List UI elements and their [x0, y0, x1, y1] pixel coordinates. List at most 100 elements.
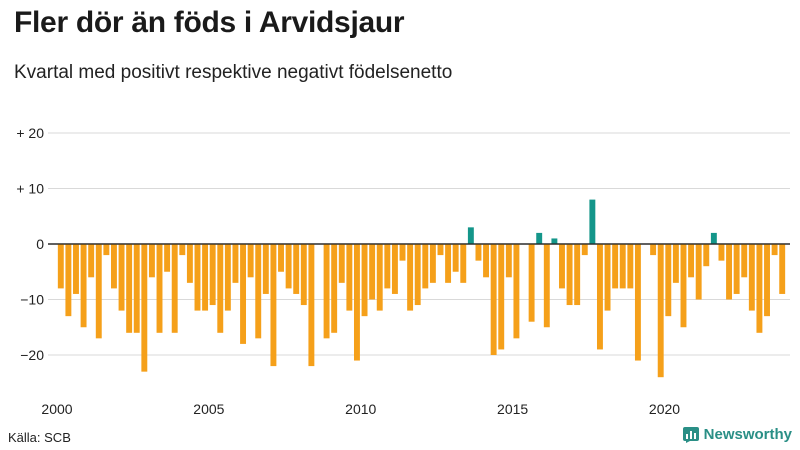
bar — [346, 244, 353, 311]
bar — [779, 244, 786, 294]
bar — [293, 244, 300, 294]
x-tick-label: 2000 — [41, 401, 72, 417]
chart-subtitle: Kvartal med positivt respektive negativt… — [14, 62, 453, 83]
bar — [710, 232, 717, 244]
bar — [581, 244, 588, 256]
bar — [240, 244, 247, 344]
brand-name: Newsworthy — [703, 426, 792, 443]
bar — [399, 244, 406, 261]
bar — [574, 244, 581, 306]
bar — [110, 244, 117, 289]
bar — [331, 244, 338, 333]
newsworthy-logo: Newsworthy — [682, 426, 792, 443]
bar — [688, 244, 695, 278]
bar — [224, 244, 231, 311]
bar — [589, 199, 596, 244]
bar — [627, 244, 634, 289]
bar — [323, 244, 330, 339]
bar — [460, 244, 467, 283]
bar — [748, 244, 755, 311]
bar — [361, 244, 368, 317]
bar — [452, 244, 459, 272]
bar — [57, 244, 64, 289]
newsworthy-logo-icon — [682, 426, 699, 443]
bar — [505, 244, 512, 278]
bar — [612, 244, 619, 289]
y-tick-label: −20 — [20, 347, 44, 363]
chart-title: Fler dör än föds i Arvidsjaur — [14, 6, 405, 39]
bar — [164, 244, 171, 272]
bar — [133, 244, 140, 333]
bar — [118, 244, 125, 311]
bar — [513, 244, 520, 339]
x-tick-label: 2005 — [193, 401, 224, 417]
bar — [764, 244, 770, 317]
bar — [156, 244, 163, 333]
bar — [141, 244, 148, 372]
bar — [483, 244, 490, 278]
bar — [414, 244, 421, 306]
bar — [194, 244, 201, 311]
y-tick-label: + 10 — [16, 181, 44, 197]
bar — [650, 244, 657, 256]
bar — [88, 244, 95, 278]
bar — [528, 244, 535, 322]
bar — [445, 244, 452, 283]
bar — [429, 244, 436, 283]
y-tick-label: 0 — [36, 236, 44, 252]
bar — [551, 238, 558, 244]
bar — [384, 244, 391, 289]
bar — [171, 244, 178, 333]
bar — [300, 244, 307, 306]
bar — [278, 244, 284, 272]
bar — [657, 244, 664, 378]
bar — [490, 244, 497, 355]
bar — [285, 244, 292, 289]
y-tick-label: −10 — [20, 292, 44, 308]
bar — [148, 244, 155, 278]
x-tick-label: 2020 — [649, 401, 680, 417]
bar — [498, 244, 505, 350]
y-tick-label: + 20 — [16, 125, 44, 141]
bar — [209, 244, 216, 306]
bar — [726, 244, 733, 300]
bar — [733, 244, 740, 294]
bar — [338, 244, 345, 283]
bar — [703, 244, 710, 267]
bar — [179, 244, 186, 256]
bar — [467, 227, 474, 244]
bar — [308, 244, 315, 367]
bar — [95, 244, 102, 339]
bar — [559, 244, 565, 289]
bar — [80, 244, 87, 328]
bar — [126, 244, 133, 333]
bar — [376, 244, 383, 311]
x-tick-label: 2015 — [497, 401, 528, 417]
bar — [391, 244, 398, 294]
bar — [353, 244, 360, 361]
bar — [619, 244, 626, 289]
bar — [665, 244, 672, 317]
bar — [543, 244, 550, 328]
bar — [65, 244, 72, 317]
bar — [217, 244, 224, 333]
bar — [103, 244, 110, 256]
x-tick-label: 2010 — [345, 401, 376, 417]
bar — [369, 244, 376, 300]
bar — [255, 244, 262, 339]
bar — [596, 244, 603, 350]
bar — [771, 244, 778, 256]
bar — [604, 244, 611, 311]
bar — [186, 244, 193, 283]
bar — [262, 244, 269, 294]
bar — [202, 244, 209, 311]
bar — [672, 244, 679, 283]
bar — [634, 244, 641, 361]
bar — [718, 244, 725, 261]
bar — [232, 244, 239, 283]
bar — [247, 244, 254, 278]
bar — [536, 232, 543, 244]
source-note: Källa: SCB — [8, 430, 71, 445]
bar — [566, 244, 573, 306]
